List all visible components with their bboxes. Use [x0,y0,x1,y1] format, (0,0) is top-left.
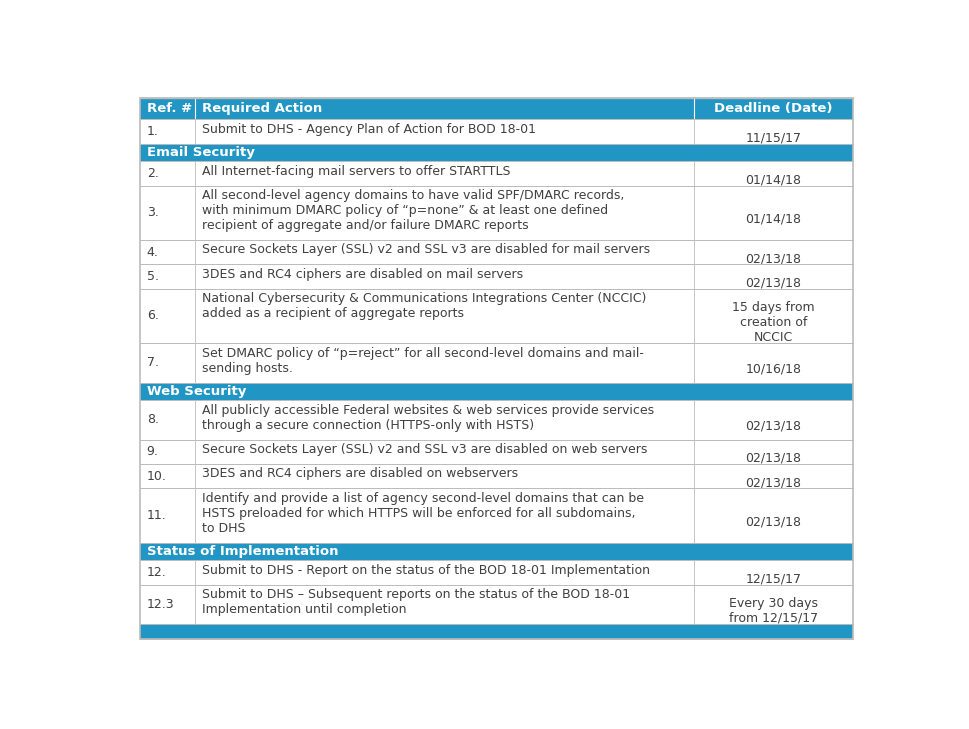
Text: 5.: 5. [146,270,159,283]
Text: 01/14/18: 01/14/18 [745,213,801,226]
Text: All Internet-facing mail servers to offer STARTTLS: All Internet-facing mail servers to offe… [202,165,510,178]
Text: 11/15/17: 11/15/17 [745,131,801,144]
Text: through a secure connection (HTTPS-only with HSTS): through a secure connection (HTTPS-only … [202,418,534,432]
Text: 3DES and RC4 ciphers are disabled on mail servers: 3DES and RC4 ciphers are disabled on mai… [202,268,522,281]
Text: 9.: 9. [146,445,159,459]
Bar [140,400,854,440]
Text: 12.3: 12.3 [146,598,174,611]
Text: 10.: 10. [146,469,167,483]
Text: 10/16/18: 10/16/18 [745,363,801,376]
Bar [140,542,854,561]
Text: National Cybersecurity & Communications Integrations Center (NCCIC): National Cybersecurity & Communications … [202,292,646,305]
Text: Submit to DHS - Report on the status of the BOD 18-01 Implementation: Submit to DHS - Report on the status of … [202,564,649,577]
Text: 02/13/18: 02/13/18 [745,452,801,465]
Bar [140,440,854,464]
Text: 8.: 8. [146,413,159,426]
Text: Secure Sockets Layer (SSL) v2 and SSL v3 are disabled for mail servers: Secure Sockets Layer (SSL) v2 and SSL v3… [202,243,650,257]
Text: 11.: 11. [146,509,167,522]
Text: 02/13/18: 02/13/18 [745,276,801,289]
Text: to DHS: to DHS [202,522,245,535]
Bar [140,488,854,542]
Text: added as a recipient of aggregate reports: added as a recipient of aggregate report… [202,307,463,320]
Bar [140,240,854,265]
Text: Set DMARC policy of “p=reject” for all second-level domains and mail-: Set DMARC policy of “p=reject” for all s… [202,346,643,359]
Text: from 12/15/17: from 12/15/17 [729,612,818,625]
Text: 15 days from: 15 days from [733,301,815,314]
Text: All publicly accessible Federal websites & web services provide services: All publicly accessible Federal websites… [202,404,654,416]
Bar [140,289,854,343]
Text: Email Security: Email Security [146,146,255,159]
Bar [140,383,854,400]
Text: 02/13/18: 02/13/18 [745,420,801,433]
Text: Submit to DHS – Subsequent reports on the status of the BOD 18-01: Submit to DHS – Subsequent reports on th… [202,588,630,601]
Bar [140,343,854,383]
Text: Deadline (Date): Deadline (Date) [714,102,832,115]
Text: 12/15/17: 12/15/17 [745,572,801,585]
Text: 2.: 2. [146,167,159,180]
Bar [140,464,854,488]
Text: with minimum DMARC policy of “p=none” & at least one defined: with minimum DMARC policy of “p=none” & … [202,204,608,217]
Text: recipient of aggregate and/or failure DMARC reports: recipient of aggregate and/or failure DM… [202,219,528,232]
Text: 3DES and RC4 ciphers are disabled on webservers: 3DES and RC4 ciphers are disabled on web… [202,467,517,480]
Text: 4.: 4. [146,246,159,259]
Text: 02/13/18: 02/13/18 [745,515,801,529]
Text: 01/14/18: 01/14/18 [745,174,801,187]
Bar [140,120,854,144]
Text: Status of Implementation: Status of Implementation [146,545,338,558]
Text: HSTS preloaded for which HTTPS will be enforced for all subdomains,: HSTS preloaded for which HTTPS will be e… [202,507,635,520]
Text: Submit to DHS - Agency Plan of Action for BOD 18-01: Submit to DHS - Agency Plan of Action fo… [202,122,536,136]
Bar [140,561,854,585]
Bar [140,161,854,186]
Text: 12.: 12. [146,566,167,579]
Text: sending hosts.: sending hosts. [202,362,293,375]
Text: NCCIC: NCCIC [754,331,793,344]
Text: 1.: 1. [146,125,159,138]
Bar [140,98,854,120]
Text: creation of: creation of [739,316,807,329]
Bar [140,186,854,240]
Text: 02/13/18: 02/13/18 [745,476,801,489]
Text: Required Action: Required Action [202,102,322,115]
Bar [140,624,854,639]
Text: Web Security: Web Security [146,385,246,398]
Text: All second-level agency domains to have valid SPF/DMARC records,: All second-level agency domains to have … [202,189,624,202]
Text: 02/13/18: 02/13/18 [745,252,801,265]
Bar [140,265,854,289]
Bar [140,144,854,161]
Text: 6.: 6. [146,310,159,322]
Text: 3.: 3. [146,206,159,219]
Text: Ref. #: Ref. # [146,102,192,115]
Bar [140,585,854,624]
Text: Every 30 days: Every 30 days [729,597,818,609]
Text: 7.: 7. [146,356,159,370]
Text: Identify and provide a list of agency second-level domains that can be: Identify and provide a list of agency se… [202,491,643,504]
Text: Secure Sockets Layer (SSL) v2 and SSL v3 are disabled on web servers: Secure Sockets Layer (SSL) v2 and SSL v3… [202,443,647,456]
Text: Implementation until completion: Implementation until completion [202,603,406,616]
